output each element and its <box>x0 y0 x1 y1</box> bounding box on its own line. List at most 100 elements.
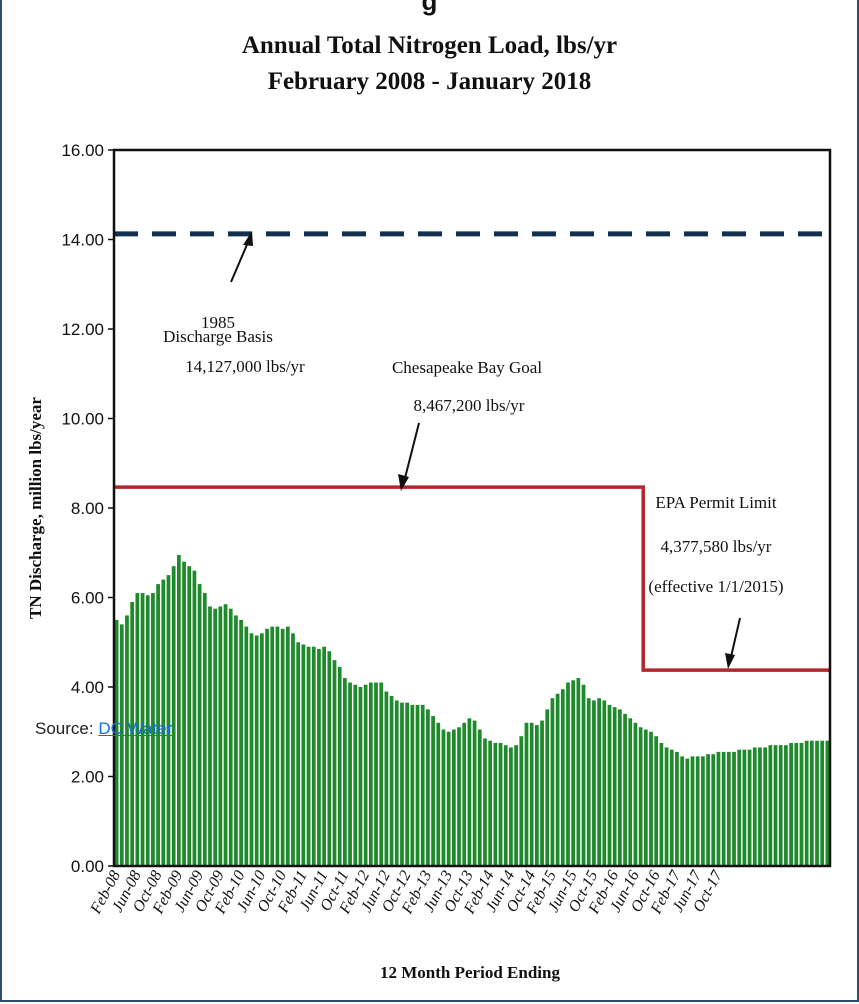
bar-38 <box>311 646 316 866</box>
bar-109 <box>680 756 684 866</box>
y-tick-label: 16.00 <box>61 141 104 160</box>
bar-104 <box>654 736 659 866</box>
bar-96 <box>612 707 617 866</box>
bar-124 <box>758 747 762 866</box>
y-tick-label: 12.00 <box>61 320 104 339</box>
bar-74 <box>498 742 503 866</box>
bar-112 <box>695 756 700 866</box>
bar-123 <box>752 747 757 866</box>
bar-113 <box>701 756 705 866</box>
bar-5 <box>140 593 145 866</box>
bar-100 <box>633 722 638 866</box>
bar-33 <box>285 626 290 866</box>
bar-127 <box>773 745 778 866</box>
bar-61 <box>431 716 435 866</box>
bar-25 <box>244 626 249 866</box>
y-tick-label: 6.00 <box>71 589 104 608</box>
bar-88 <box>571 680 576 866</box>
source-credit: Source: DC Water <box>35 719 172 739</box>
bar-49 <box>368 682 373 866</box>
bar-19 <box>213 608 218 866</box>
bar-87 <box>566 682 570 866</box>
bar-15 <box>192 570 197 866</box>
bar-79 <box>524 722 529 866</box>
bar-63 <box>441 729 446 866</box>
source-label: Source: <box>35 719 94 738</box>
bar-58 <box>415 704 420 866</box>
bar-7 <box>151 593 155 866</box>
bar-11 <box>171 566 176 866</box>
bar-20 <box>218 606 223 866</box>
bar-47 <box>358 687 363 866</box>
y-tick-label: 14.00 <box>61 231 104 250</box>
bar-40 <box>322 646 326 866</box>
bar-126 <box>768 745 773 866</box>
bar-24 <box>239 619 243 867</box>
bay-goal-label-name: Chesapeake Bay Goal <box>392 358 542 377</box>
y-axis-ticks: 0.00 2.00 4.00 6.00 8.00 10.00 12.00 14.00 16.00 <box>61 141 114 876</box>
arrow-basis <box>230 231 253 283</box>
bay-goal-label-value: 8,467,200 lbs/yr <box>414 396 525 415</box>
bar-series <box>114 554 830 867</box>
bar-32 <box>280 628 285 866</box>
bar-92 <box>592 700 596 866</box>
bar-17 <box>202 593 207 866</box>
bar-90 <box>581 684 586 866</box>
bar-119 <box>732 751 736 866</box>
bar-62 <box>436 722 441 866</box>
bar-115 <box>711 754 716 867</box>
bar-18 <box>208 606 212 866</box>
bar-134 <box>809 740 814 866</box>
bar-59 <box>420 704 425 866</box>
bar-73 <box>493 742 498 866</box>
bar-31 <box>275 626 280 866</box>
bar-137 <box>825 740 830 866</box>
bar-133 <box>804 740 809 866</box>
bar-8 <box>156 584 160 866</box>
bar-117 <box>721 751 726 866</box>
bar-81 <box>534 725 539 866</box>
bar-45 <box>348 682 352 866</box>
bar-22 <box>228 608 233 866</box>
reference-lines <box>114 231 830 672</box>
bar-71 <box>483 738 487 866</box>
bar-2 <box>125 615 129 866</box>
y-tick-label: 10.00 <box>61 410 104 429</box>
bar-86 <box>560 689 565 866</box>
bar-72 <box>488 740 493 866</box>
bar-105 <box>659 742 664 866</box>
bar-118 <box>726 751 731 866</box>
dc-water-link[interactable]: DC Water <box>98 719 173 738</box>
bar-136 <box>820 740 825 866</box>
bar-101 <box>638 727 643 866</box>
arrow-permit-limit <box>725 617 741 669</box>
x-axis-label: 12 Month Period Ending <box>380 963 560 982</box>
bar-103 <box>649 731 653 866</box>
bar-99 <box>628 718 633 866</box>
bar-78 <box>519 736 524 866</box>
y-tick-label: 0.00 <box>71 857 104 876</box>
header-fragment: g <box>421 0 438 16</box>
bar-65 <box>451 729 456 866</box>
bar-66 <box>457 727 461 866</box>
bar-83 <box>545 709 550 867</box>
bar-68 <box>467 718 472 866</box>
bar-135 <box>815 740 819 866</box>
bar-85 <box>555 693 560 866</box>
bar-6 <box>145 595 150 866</box>
bar-44 <box>343 678 347 866</box>
bar-122 <box>747 749 752 866</box>
chart-subtitle: February 2008 - January 2018 <box>267 68 592 95</box>
bar-94 <box>602 700 607 866</box>
bar-55 <box>400 702 404 866</box>
bar-89 <box>576 678 581 866</box>
basis-label-value: 14,127,000 lbs/yr <box>185 357 305 376</box>
bar-50 <box>374 682 378 866</box>
x-axis-ticks: Feb-08Jun-08Oct-08Feb-09Jun-09Oct-09Feb-… <box>87 867 726 918</box>
bar-54 <box>394 700 399 866</box>
bar-111 <box>690 756 695 866</box>
bar-106 <box>664 747 669 866</box>
bar-70 <box>477 729 482 866</box>
